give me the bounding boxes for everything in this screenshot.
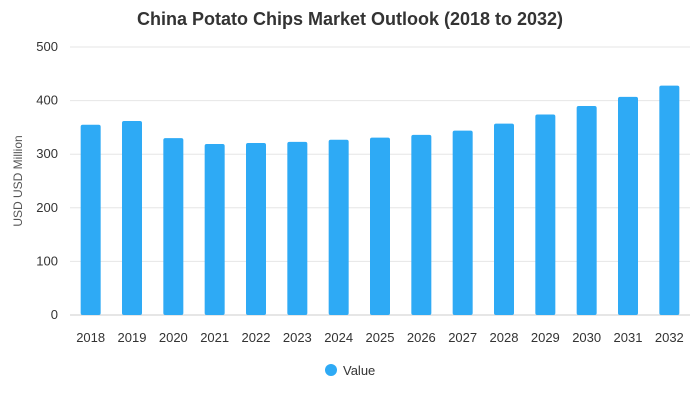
x-tick-label: 2018 [76, 330, 105, 345]
x-tick-label: 2031 [614, 330, 643, 345]
bar-2018[interactable] [80, 124, 101, 315]
bars [80, 85, 680, 316]
bar-2024[interactable] [328, 139, 349, 315]
x-tick-label: 2023 [283, 330, 312, 345]
y-tick-label: 300 [36, 146, 58, 161]
x-tick-label: 2024 [324, 330, 353, 345]
bar-2021[interactable] [204, 144, 225, 315]
y-tick-label: 0 [51, 307, 58, 322]
x-tick-label: 2019 [118, 330, 147, 345]
x-tick-label: 2029 [531, 330, 560, 345]
x-tick-label: 2026 [407, 330, 436, 345]
x-tick-label: 2022 [242, 330, 271, 345]
bar-2026[interactable] [411, 134, 432, 315]
bar-2030[interactable] [576, 105, 597, 316]
bar-2020[interactable] [163, 138, 184, 315]
bar-2031[interactable] [618, 96, 638, 316]
legend-swatch-value [325, 364, 337, 376]
x-tick-label: 2021 [200, 330, 229, 345]
bar-2032[interactable] [659, 85, 680, 315]
y-tick-label: 200 [36, 200, 58, 215]
x-tick-label: 2028 [490, 330, 519, 345]
bar-2029[interactable] [535, 114, 556, 315]
x-tick-label: 2020 [159, 330, 188, 345]
y-tick-label: 100 [36, 253, 58, 268]
x-tick-label: 2030 [572, 330, 601, 345]
y-tick-label: 400 [36, 93, 58, 108]
x-tick-label: 2027 [448, 330, 477, 345]
bar-2025[interactable] [370, 137, 390, 315]
x-axis-ticks: 2018 2019 2020 2021 2022 2023 2024 2025 2026 2027… [76, 330, 684, 345]
y-axis-ticks: 0 100 200 300 400 500 [36, 39, 58, 322]
chart-title: China Potato Chips Market Outlook (2018 … [137, 9, 563, 29]
bar-2019[interactable] [122, 120, 142, 315]
x-tick-label: 2032 [655, 330, 684, 345]
bar-2028[interactable] [494, 123, 514, 315]
bar-2027[interactable] [452, 130, 473, 315]
legend[interactable]: Value [325, 363, 375, 378]
x-tick-label: 2025 [366, 330, 395, 345]
bar-2022[interactable] [246, 142, 266, 315]
bar-2023[interactable] [287, 141, 308, 315]
y-axis-label: USD USD Million [11, 135, 25, 226]
y-tick-label: 500 [36, 39, 58, 54]
legend-label-value: Value [343, 363, 375, 378]
